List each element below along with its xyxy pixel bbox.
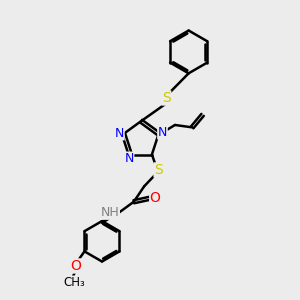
Text: N: N: [124, 152, 134, 165]
Text: O: O: [150, 191, 160, 205]
Text: O: O: [71, 259, 82, 273]
Text: S: S: [154, 163, 163, 177]
Text: S: S: [162, 91, 171, 105]
Text: N: N: [115, 127, 124, 140]
Text: CH₃: CH₃: [64, 276, 86, 289]
Text: N: N: [158, 126, 167, 139]
Text: NH: NH: [100, 206, 119, 219]
